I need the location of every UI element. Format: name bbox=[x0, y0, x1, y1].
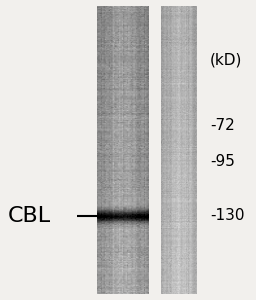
Text: -95: -95 bbox=[210, 154, 235, 169]
Text: -130: -130 bbox=[210, 208, 244, 224]
Text: CBL: CBL bbox=[8, 206, 51, 226]
Text: -72: -72 bbox=[210, 118, 235, 134]
Text: (kD): (kD) bbox=[210, 52, 242, 68]
